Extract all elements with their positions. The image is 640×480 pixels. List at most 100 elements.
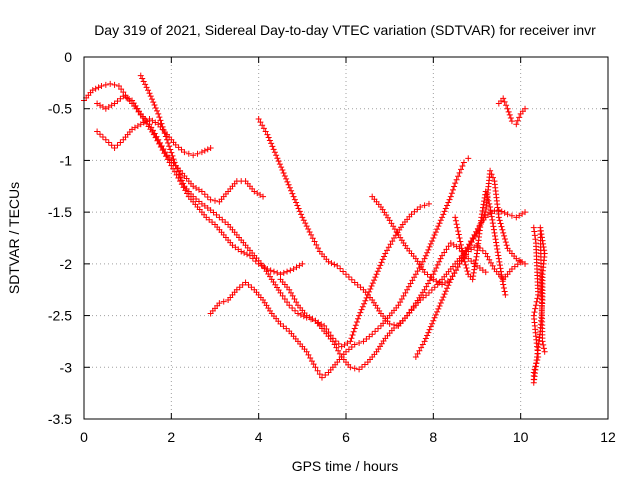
data-point bbox=[117, 139, 124, 146]
data-point bbox=[111, 145, 118, 152]
data-point bbox=[281, 296, 288, 303]
data-point bbox=[498, 223, 505, 230]
data-point bbox=[522, 209, 529, 216]
data-point bbox=[384, 247, 391, 254]
data-point bbox=[331, 341, 338, 348]
data-point bbox=[446, 196, 453, 203]
data-point bbox=[486, 200, 493, 207]
data-point bbox=[305, 226, 312, 233]
data-point bbox=[501, 98, 508, 105]
data-point bbox=[458, 245, 465, 252]
data-point bbox=[299, 260, 306, 267]
data-point bbox=[176, 171, 183, 178]
data-point bbox=[286, 302, 293, 309]
data-point bbox=[452, 217, 459, 224]
data-point bbox=[156, 114, 163, 121]
data-point bbox=[432, 311, 439, 318]
data-point bbox=[347, 364, 354, 371]
data-point bbox=[277, 289, 284, 296]
data-point bbox=[441, 208, 448, 215]
data-point bbox=[488, 210, 495, 217]
data-point bbox=[153, 107, 160, 114]
data-point bbox=[439, 252, 446, 259]
data-point bbox=[297, 311, 304, 318]
y-tick-label: -0.5 bbox=[48, 101, 72, 117]
data-point bbox=[483, 191, 490, 198]
data-point bbox=[292, 307, 299, 314]
data-point bbox=[434, 308, 441, 315]
data-point bbox=[277, 271, 284, 278]
data-point bbox=[267, 267, 274, 274]
data-point bbox=[430, 235, 437, 241]
data-point bbox=[198, 149, 205, 156]
data-point bbox=[296, 208, 303, 215]
data-point bbox=[445, 282, 452, 289]
data-point bbox=[373, 271, 380, 278]
data-point bbox=[496, 262, 503, 269]
series-track-9 bbox=[412, 242, 524, 360]
data-point bbox=[430, 317, 437, 324]
data-point bbox=[332, 338, 339, 345]
data-point bbox=[99, 133, 106, 140]
data-point bbox=[451, 183, 458, 190]
data-point bbox=[478, 214, 485, 221]
x-tick-label: 0 bbox=[80, 429, 88, 445]
data-point bbox=[201, 147, 208, 154]
data-point bbox=[447, 276, 454, 283]
data-point bbox=[150, 99, 157, 106]
data-point bbox=[400, 292, 407, 299]
data-point bbox=[498, 268, 505, 275]
data-point bbox=[453, 267, 460, 274]
data-point bbox=[351, 325, 358, 332]
x-axis-label: GPS time / hours bbox=[292, 458, 399, 474]
data-point bbox=[387, 241, 394, 248]
data-point bbox=[455, 228, 462, 235]
data-point bbox=[501, 288, 508, 295]
data-point bbox=[457, 166, 464, 173]
data-point bbox=[508, 118, 515, 125]
data-point bbox=[430, 271, 437, 278]
data-point bbox=[436, 302, 443, 309]
data-point bbox=[334, 262, 341, 269]
data-point bbox=[499, 226, 506, 233]
data-point bbox=[381, 253, 388, 260]
data-point bbox=[484, 253, 491, 260]
data-point bbox=[156, 139, 163, 146]
data-point bbox=[489, 262, 496, 269]
data-point bbox=[449, 186, 456, 193]
data-point bbox=[385, 244, 392, 251]
data-point bbox=[115, 82, 122, 89]
data-point bbox=[437, 300, 444, 307]
data-point bbox=[180, 180, 187, 187]
data-point bbox=[431, 314, 438, 321]
data-point bbox=[443, 246, 450, 253]
data-point bbox=[435, 305, 442, 312]
data-point bbox=[541, 348, 548, 355]
data-point bbox=[471, 263, 478, 270]
data-point bbox=[431, 268, 438, 275]
data-point bbox=[94, 128, 101, 135]
data-point bbox=[170, 156, 177, 163]
data-point bbox=[427, 240, 434, 247]
data-point bbox=[439, 214, 446, 221]
data-point bbox=[168, 149, 175, 156]
data-point bbox=[487, 207, 494, 214]
data-point bbox=[299, 214, 306, 221]
data-point bbox=[495, 252, 502, 259]
data-point bbox=[493, 239, 500, 246]
data-point bbox=[166, 143, 173, 150]
data-point bbox=[499, 275, 506, 282]
data-point bbox=[480, 204, 487, 211]
data-point bbox=[402, 289, 409, 296]
data-point bbox=[490, 174, 497, 181]
data-point bbox=[155, 136, 162, 143]
data-point bbox=[285, 181, 292, 188]
y-tick-label: -3 bbox=[60, 359, 73, 375]
data-point bbox=[303, 348, 310, 355]
data-point bbox=[502, 239, 509, 246]
data-point bbox=[513, 121, 520, 128]
data-point bbox=[372, 274, 379, 281]
data-point bbox=[368, 283, 375, 290]
data-point bbox=[421, 286, 428, 293]
data-point bbox=[404, 286, 411, 293]
